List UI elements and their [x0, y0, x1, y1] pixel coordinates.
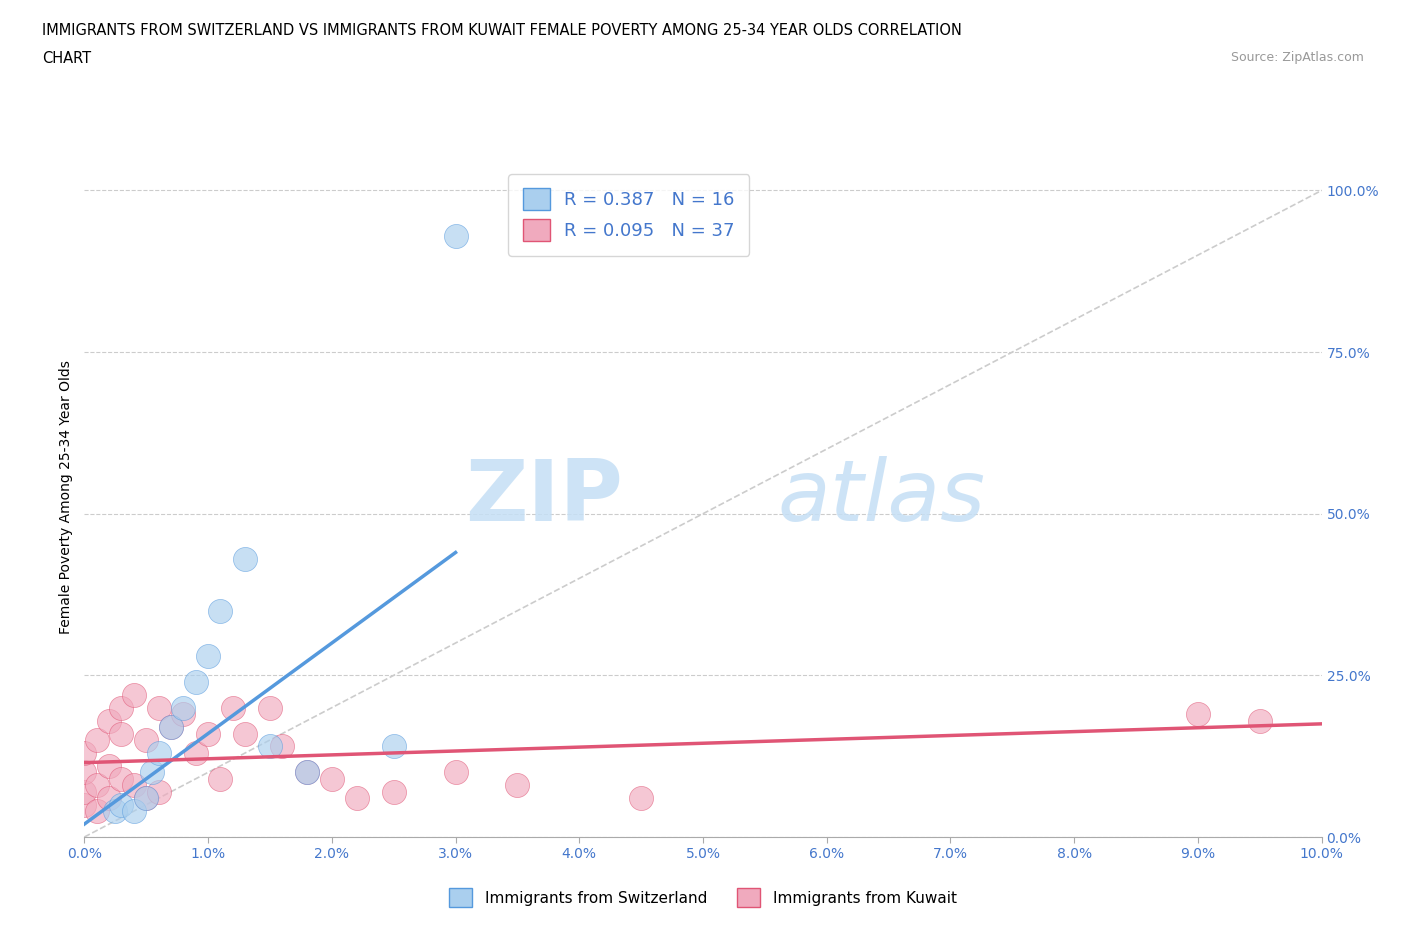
Point — [73, 764, 96, 779]
Point — [141, 764, 163, 779]
Point — [148, 746, 170, 761]
Point — [135, 790, 157, 805]
Point — [73, 784, 96, 799]
Point — [184, 746, 207, 761]
Point — [184, 674, 207, 689]
Point — [259, 739, 281, 754]
Text: Source: ZipAtlas.com: Source: ZipAtlas.com — [1230, 51, 1364, 64]
Point — [122, 777, 145, 792]
Point — [122, 687, 145, 702]
Point — [104, 804, 127, 818]
Point — [86, 777, 108, 792]
Point — [110, 797, 132, 812]
Point — [233, 726, 256, 741]
Text: IMMIGRANTS FROM SWITZERLAND VS IMMIGRANTS FROM KUWAIT FEMALE POVERTY AMONG 25-34: IMMIGRANTS FROM SWITZERLAND VS IMMIGRANT… — [42, 23, 962, 38]
Point — [98, 790, 121, 805]
Point — [148, 784, 170, 799]
Point — [209, 604, 232, 618]
Point — [506, 777, 529, 792]
Point — [172, 700, 194, 715]
Point — [110, 771, 132, 786]
Point — [295, 764, 318, 779]
Point — [444, 228, 467, 243]
Point — [259, 700, 281, 715]
Point — [110, 726, 132, 741]
Point — [110, 700, 132, 715]
Y-axis label: Female Poverty Among 25-34 Year Olds: Female Poverty Among 25-34 Year Olds — [59, 361, 73, 634]
Point — [122, 804, 145, 818]
Point — [98, 713, 121, 728]
Point — [1249, 713, 1271, 728]
Point — [233, 551, 256, 566]
Point — [135, 733, 157, 748]
Point — [321, 771, 343, 786]
Point — [382, 739, 405, 754]
Point — [86, 733, 108, 748]
Point — [148, 700, 170, 715]
Point — [444, 764, 467, 779]
Legend: R = 0.387   N = 16, R = 0.095   N = 37: R = 0.387 N = 16, R = 0.095 N = 37 — [509, 174, 749, 256]
Point — [382, 784, 405, 799]
Legend: Immigrants from Switzerland, Immigrants from Kuwait: Immigrants from Switzerland, Immigrants … — [443, 883, 963, 913]
Point — [271, 739, 294, 754]
Text: ZIP: ZIP — [465, 456, 623, 539]
Point — [86, 804, 108, 818]
Point — [209, 771, 232, 786]
Point — [295, 764, 318, 779]
Point — [630, 790, 652, 805]
Point — [73, 746, 96, 761]
Text: atlas: atlas — [778, 456, 986, 539]
Point — [98, 759, 121, 774]
Point — [160, 720, 183, 735]
Point — [160, 720, 183, 735]
Point — [135, 790, 157, 805]
Point — [73, 797, 96, 812]
Point — [197, 726, 219, 741]
Point — [1187, 707, 1209, 722]
Point — [197, 648, 219, 663]
Point — [172, 707, 194, 722]
Text: CHART: CHART — [42, 51, 91, 66]
Point — [222, 700, 245, 715]
Point — [346, 790, 368, 805]
